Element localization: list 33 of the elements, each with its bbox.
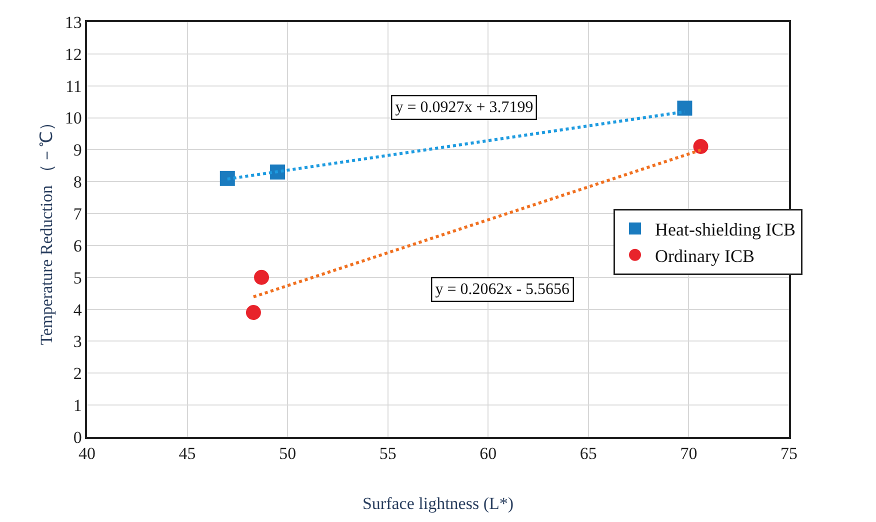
y-tick-label: 6 <box>73 236 82 256</box>
point <box>246 305 261 320</box>
annotation: y = 0.0927x + 3.7199 <box>395 99 534 116</box>
annotation: y = 0.2062x - 5.5656 <box>435 281 570 298</box>
x-tick-label: 65 <box>580 444 597 464</box>
x-tick-label: 50 <box>279 444 296 464</box>
y-tick-label: 3 <box>73 332 82 352</box>
x-tick-label: 60 <box>480 444 497 464</box>
x-tick-label: 40 <box>78 444 96 464</box>
x-tick-label: 70 <box>680 444 698 464</box>
y-tick-label: 11 <box>65 76 82 96</box>
y-tick-label: 13 <box>64 12 82 32</box>
y-tick-label: 8 <box>73 172 82 192</box>
x-tick-label: 75 <box>780 444 798 464</box>
point <box>220 170 235 186</box>
point <box>254 270 269 285</box>
x-tick-label: 55 <box>379 444 396 464</box>
y-tick-label: 0 <box>73 428 82 447</box>
point <box>693 139 708 154</box>
legend-label: Heat-shielding ICB <box>655 219 796 240</box>
y-tick-label: 7 <box>73 204 82 224</box>
x-axis-title: Surface lightness (L*) <box>362 494 514 514</box>
legend-label: Ordinary ICB <box>655 246 754 266</box>
y-tick-label: 10 <box>64 108 82 128</box>
y-tick-label: 2 <box>73 364 82 384</box>
y-tick-label: 4 <box>73 300 82 320</box>
x-tick-label: 45 <box>178 444 196 464</box>
y-tick-label: 1 <box>73 396 82 416</box>
y-tick-label: 9 <box>73 140 82 160</box>
y-tick-label: 12 <box>64 44 82 64</box>
point <box>677 100 692 116</box>
y-axis-title: Temperature Reduction （－℃） <box>36 114 56 346</box>
y-tick-label: 5 <box>73 268 82 288</box>
